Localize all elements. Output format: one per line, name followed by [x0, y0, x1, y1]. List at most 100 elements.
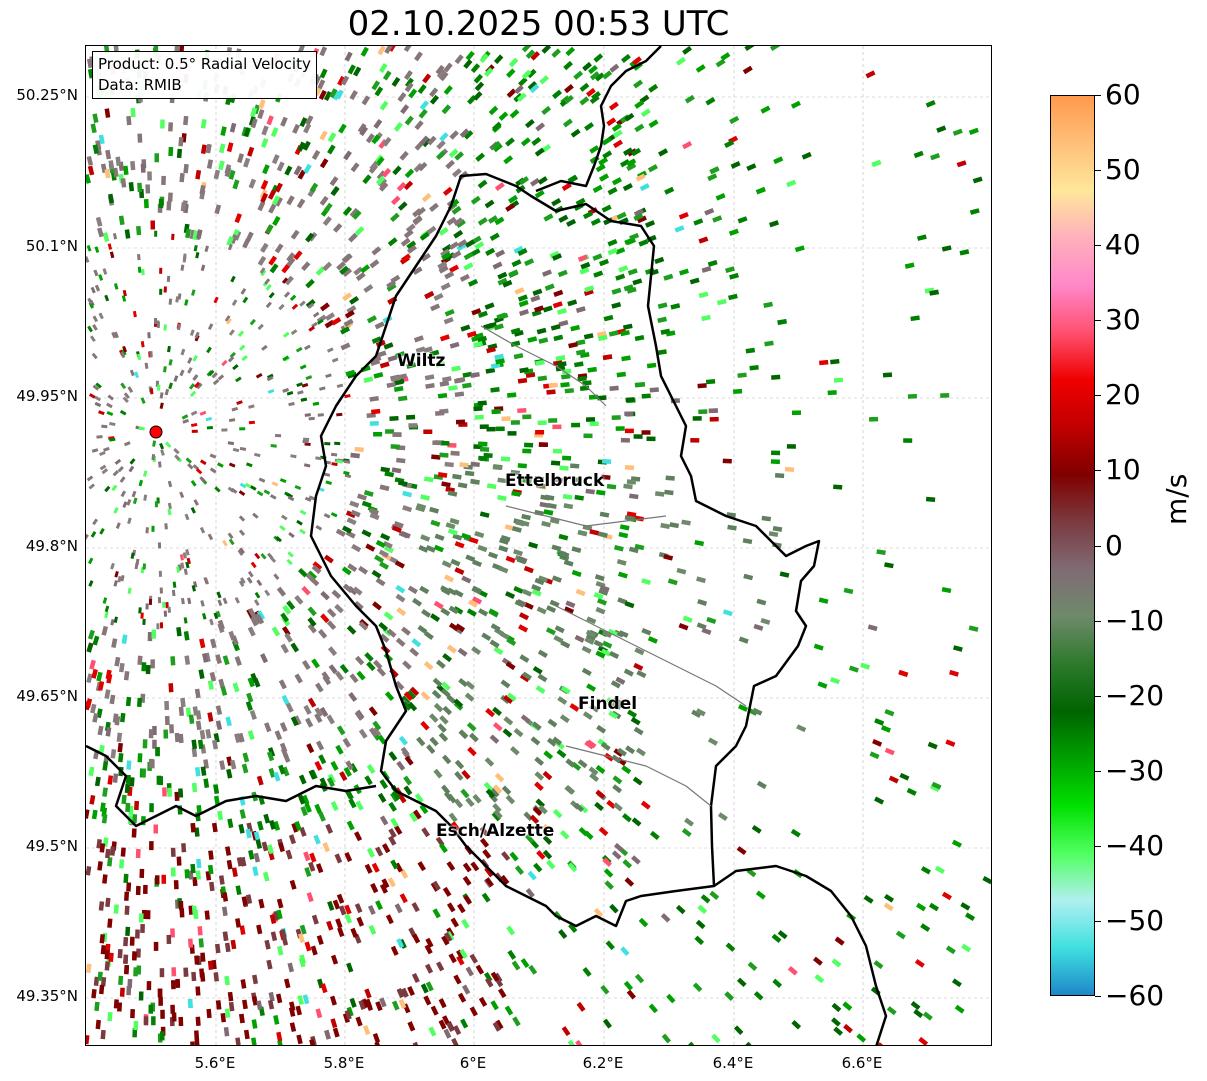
echo-gate: [288, 531, 295, 539]
echo-gate: [234, 656, 242, 667]
echo-gate: [305, 232, 315, 243]
echo-gate: [429, 202, 439, 212]
echo-gate: [126, 882, 132, 892]
echo-gate: [362, 174, 372, 185]
echo-gate: [541, 520, 551, 528]
echo-gate: [539, 501, 550, 508]
echo-gate: [546, 859, 556, 870]
echo-gate: [214, 943, 221, 954]
echo-gate: [192, 876, 198, 887]
echo-gate: [243, 127, 251, 138]
echo-gate: [452, 473, 462, 480]
echo-gate: [640, 108, 651, 118]
echo-gate: [453, 798, 464, 809]
echo-gate: [364, 998, 373, 1009]
radar-map[interactable]: [85, 45, 992, 1046]
echo-gate: [159, 1031, 165, 1041]
echo-gate: [166, 201, 172, 211]
echo-gate: [443, 1028, 452, 1039]
echo-gate: [153, 941, 159, 951]
echo-gate: [611, 415, 621, 420]
echo-gate: [737, 372, 747, 378]
echo-gate: [711, 1033, 721, 1044]
echo-gate: [709, 416, 719, 422]
echo-gate: [89, 335, 96, 343]
echo-gate: [335, 528, 346, 537]
echo-gate: [607, 247, 618, 256]
echo-gate: [369, 421, 379, 426]
echo-gate: [312, 311, 320, 318]
echo-gate: [142, 739, 148, 749]
echo-gate: [293, 250, 303, 261]
echo-gate: [373, 659, 383, 670]
echo-gate: [584, 122, 595, 131]
echo-gate: [115, 156, 122, 167]
echo-gate: [899, 772, 910, 781]
echo-gate: [563, 559, 574, 567]
lon-tick: 5.6°E: [194, 1054, 236, 1072]
echo-gate: [649, 830, 660, 841]
echo-gate: [588, 64, 598, 75]
echo-gate: [833, 484, 843, 490]
echo-gate: [200, 600, 205, 607]
echo-gate: [520, 714, 531, 724]
echo-gate: [638, 917, 649, 928]
echo-gate: [922, 1011, 933, 1021]
echo-gate: [263, 489, 271, 495]
echo-gate: [611, 123, 622, 132]
echo-gate: [454, 541, 465, 549]
echo-gate: [606, 117, 617, 127]
echo-gate: [618, 265, 629, 273]
echo-gate: [471, 596, 483, 605]
data-source-label: Data: RMIB: [98, 76, 182, 94]
echo-gate: [191, 585, 196, 592]
echo-gate: [97, 971, 103, 982]
echo-gate: [336, 893, 345, 904]
echo-gate: [425, 382, 435, 389]
echo-gate: [390, 945, 399, 956]
echo-gate: [744, 46, 755, 51]
echo-gate: [249, 709, 257, 720]
echo-gate: [92, 144, 99, 155]
echo-gate: [471, 646, 482, 655]
echo-gate: [484, 866, 494, 877]
echo-gate: [490, 623, 501, 632]
echo-gate: [227, 243, 233, 251]
echo-gate: [305, 115, 314, 126]
echo-gate: [87, 165, 95, 176]
echo-gate: [200, 972, 206, 982]
echo-gate: [571, 422, 581, 428]
echo-gate: [623, 147, 634, 156]
echo-gate: [377, 734, 387, 745]
echo-gate: [382, 136, 392, 147]
echo-gate: [386, 628, 397, 638]
echo-gate: [457, 992, 467, 1003]
echo-gate: [286, 600, 296, 611]
echo-gate: [647, 164, 658, 173]
echo-gate: [632, 278, 643, 286]
echo-gate: [526, 68, 537, 79]
echo-gate: [641, 578, 652, 586]
echo-gate: [372, 601, 382, 611]
echo-gate: [274, 182, 283, 193]
echo-gate: [484, 199, 495, 209]
echo-gate: [529, 83, 540, 94]
echo-gate: [621, 355, 631, 362]
echo-gate: [790, 100, 801, 109]
echo-gate: [531, 136, 542, 146]
echo-gate: [348, 798, 357, 809]
echo-gate: [238, 529, 246, 536]
echo-gate: [525, 833, 535, 844]
echo-gate: [102, 268, 108, 275]
echo-gate: [219, 760, 226, 770]
echo-gate: [599, 258, 610, 267]
colorbar-tick: 30: [1105, 303, 1141, 337]
echo-gate: [478, 441, 488, 447]
echo-gate: [432, 880, 441, 891]
echo-gate: [530, 51, 541, 61]
echo-gate: [113, 616, 118, 623]
echo-gate: [626, 286, 637, 294]
echo-gate: [504, 591, 516, 599]
echo-gate: [239, 925, 246, 935]
echo-gate: [302, 440, 309, 444]
